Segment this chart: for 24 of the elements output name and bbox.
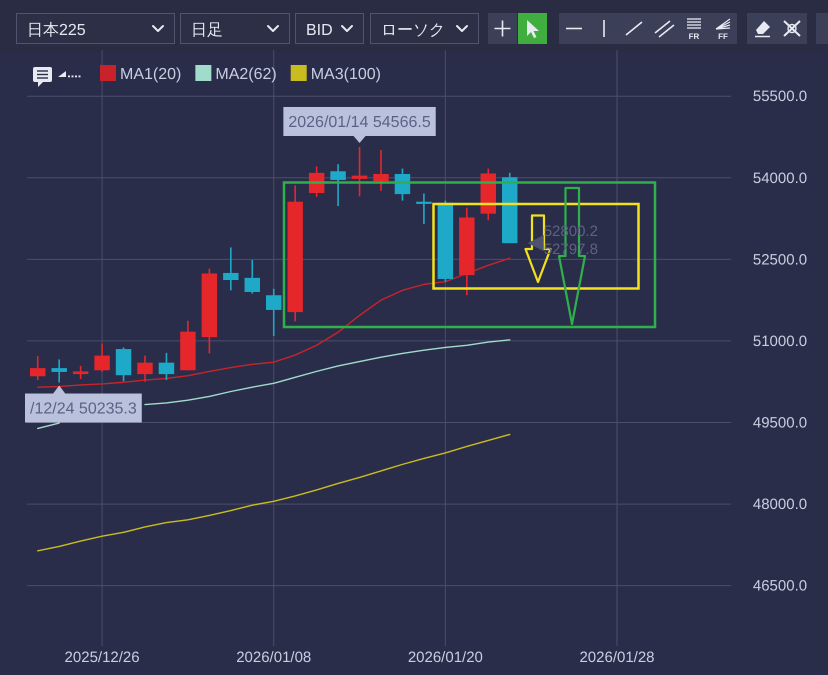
y-tick-label: 46500.0	[752, 578, 808, 595]
y-tick-label: 48000.0	[752, 496, 808, 514]
y-tick-label: 55500.0	[752, 88, 808, 106]
annotation: /12/24 50235.3	[30, 400, 137, 418]
chart-title: 日本225	[27, 21, 86, 39]
tooltip: 2026/01/14 54566.5	[283, 106, 436, 143]
x-tick-label: 2026/01/28	[579, 649, 655, 666]
y-tick-label: 52500.0	[752, 251, 808, 268]
line-series	[37, 434, 510, 552]
y-tick-label: 49500.0	[752, 414, 808, 432]
legend-label: MA1(20)	[120, 66, 182, 83]
y-tick-label: 51000.0	[752, 332, 808, 350]
annotation: 2026/01/14 54566.5	[288, 114, 431, 131]
dropdown: 日本225	[16, 13, 175, 44]
x-tick-label: 2026/01/20	[408, 649, 483, 666]
tooltip: /12/24 50235.3	[25, 386, 142, 423]
legend-label: MA3(100)	[310, 66, 381, 83]
legend-label: MA2(62)	[215, 66, 277, 83]
x-tick-label: 2025/12/26	[64, 649, 140, 666]
y-tick-label: 54000.0	[752, 170, 808, 187]
x-tick-label: 2026/01/08	[236, 649, 312, 666]
dropdown: ローソク	[370, 13, 479, 44]
dropdown: 日足	[180, 13, 290, 44]
dropdown: BID	[295, 13, 364, 44]
